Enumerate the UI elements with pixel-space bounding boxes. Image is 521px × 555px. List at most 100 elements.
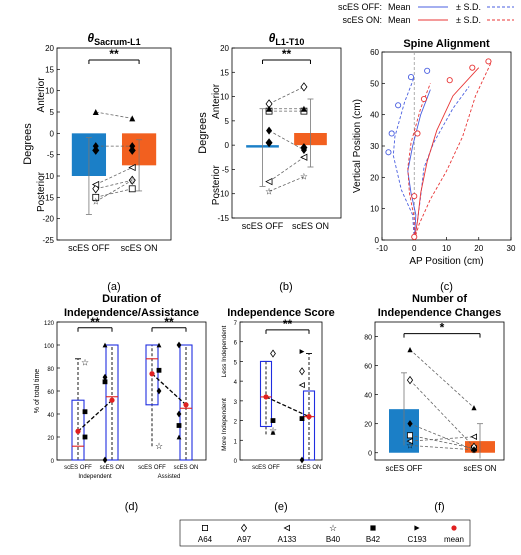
panel-e-significance: ** (283, 317, 293, 331)
panel-c-marker-on (414, 130, 421, 137)
panel-a-point-a133 (91, 180, 100, 189)
panel-d-x-tick-label: scES ON (174, 465, 199, 471)
panel-d-subject-point: ☆ (155, 441, 163, 451)
panel-f-title: Number of (412, 293, 467, 305)
panel-d-box (71, 399, 85, 461)
panel-f-point-c193 (471, 405, 477, 411)
panel-d-mean-line (151, 373, 187, 406)
panel-e-y-tick-label: 6 (234, 341, 238, 347)
panel-e-y-tick-label: 1 (234, 439, 238, 445)
panel-c-marker-on (446, 77, 453, 84)
panel-c-y-tick-label: 30 (370, 142, 379, 151)
legend-label-mean: mean (444, 535, 464, 544)
panel-e-subject-point (298, 382, 305, 389)
panel-e-box (259, 360, 273, 428)
panel-d-significance: ** (164, 315, 174, 329)
panel-c-series-sd-high (413, 86, 470, 241)
panel-c-y-tick-label: 50 (370, 79, 379, 88)
panel-b-y-tick-label: -15 (217, 214, 229, 223)
panel-b-subject-line (268, 86, 305, 105)
panel-a-y-label-bottom: Posterior (36, 171, 47, 212)
panel-b-point-a133 (300, 153, 308, 161)
panel-c-y-tick-label: 10 (370, 205, 379, 214)
panel-b-y-label-top: Anterior (211, 83, 222, 119)
panel-b-point-b42 (266, 126, 273, 135)
panel-d-subject-point (176, 341, 182, 349)
panel-a-y-tick-label: -25 (42, 236, 54, 245)
panel-c-legend-label: scES ON: (342, 15, 382, 25)
panel-f-subject-line (409, 349, 475, 409)
panel-e-y-tick-label: 4 (234, 380, 238, 386)
panel-a-point-b40: ☆ (92, 197, 100, 207)
panel-f-subject-line (409, 445, 475, 451)
panel-e-y-label-bottom: More Independent (221, 398, 228, 451)
panel-c-marker-on (420, 95, 427, 103)
panel-f-subject-line (409, 434, 475, 449)
panel-b-x-tick-label: scES ON (292, 221, 329, 231)
panel-b-mean-point (300, 143, 308, 153)
panel-a-subject-line (95, 179, 133, 190)
panel-c-x-tick-label: -10 (376, 244, 388, 253)
panel-e-mean-point (306, 414, 312, 420)
panel-b-y-tick-label: 0 (225, 141, 230, 150)
panel-d-mean-point (75, 428, 81, 434)
panel-d-mean-point (183, 402, 189, 408)
panel-f-subject-line (409, 379, 475, 448)
panel-e-y-tick-label: 3 (234, 400, 238, 406)
panel-a-axes (56, 47, 172, 241)
panel-b-point-a97 (300, 82, 308, 92)
panel-c-label: (c) (440, 281, 453, 293)
legend-marker-b40: ☆ (329, 523, 337, 533)
panel-c-marker-off (388, 130, 395, 137)
panel-d-y-label: % of total time (34, 369, 41, 413)
panel-c-series-mean (407, 89, 431, 241)
panel-b-subject-line (268, 130, 305, 151)
panel-b-y-tick-label: 20 (220, 44, 229, 53)
legend-marker-a133 (283, 524, 291, 532)
panel-d-subject-point (176, 434, 182, 440)
panel-b-title: θL1-T10 (269, 31, 305, 47)
panel-d-mean-point (149, 371, 155, 377)
panel-a-subject-line (95, 179, 133, 202)
panel-d-y-tick-label: 100 (44, 344, 55, 350)
panel-f-point-c193 (407, 347, 413, 353)
panel-d-y-tick-label: 0 (51, 459, 55, 465)
panel-a-y-tick-label: -20 (42, 215, 54, 224)
panel-f-x-tick-label: scES ON (464, 464, 497, 473)
panel-d-subject-point (82, 434, 88, 440)
panel-a-y-tick-label: 20 (45, 44, 54, 53)
panel-a-mean-point (92, 145, 100, 155)
panel-d-subject-point: ☆ (81, 357, 89, 367)
panel-d-x-tick-label: scES OFF (138, 465, 166, 471)
panel-f-y-tick-label: 80 (364, 335, 372, 342)
panel-e-title: Independence Score (227, 307, 335, 319)
panel-d-title: Duration of (102, 293, 161, 305)
panel-d-mean-point (109, 397, 115, 403)
panel-c-marker-off (407, 74, 415, 81)
legend-marker-mean (451, 525, 457, 531)
panel-e-mean-point (263, 394, 269, 400)
panel-c-legend-sd: ± S.D. (456, 15, 481, 25)
panel-c-y-tick-label: 20 (370, 173, 379, 182)
panel-d-subject-point (82, 409, 88, 415)
panel-c-y-tick-label: 0 (375, 236, 380, 245)
panel-c-legend-label: scES OFF: (338, 2, 382, 12)
panel-c-marker-on (411, 193, 418, 200)
panel-c-title: Spine Alignment (403, 38, 490, 50)
panel-f-significance: * (440, 321, 445, 335)
panel-b-significance: ** (282, 47, 292, 61)
panel-a-x-tick-label: scES ON (121, 243, 158, 253)
panel-c-legend-sd: ± S.D. (456, 2, 481, 12)
legend-marker-c193 (414, 525, 420, 531)
panel-d-subject-point (156, 387, 162, 395)
panel-e-x-tick-label: scES ON (297, 465, 322, 471)
panel-e-subject-point (299, 416, 305, 421)
panel-e-subject-point (299, 349, 305, 354)
panel-d-x-tick-label: scES OFF (64, 465, 92, 471)
panel-c-legend-mean: Mean (388, 2, 411, 12)
panel-a-title: θSacrum-L1 (87, 31, 140, 47)
panel-b-y-tick-label: 15 (220, 68, 229, 77)
panel-d-box (105, 344, 119, 461)
panel-a-point-a64 (128, 185, 136, 193)
panel-e-y-label-top: Less Independent (221, 326, 228, 378)
